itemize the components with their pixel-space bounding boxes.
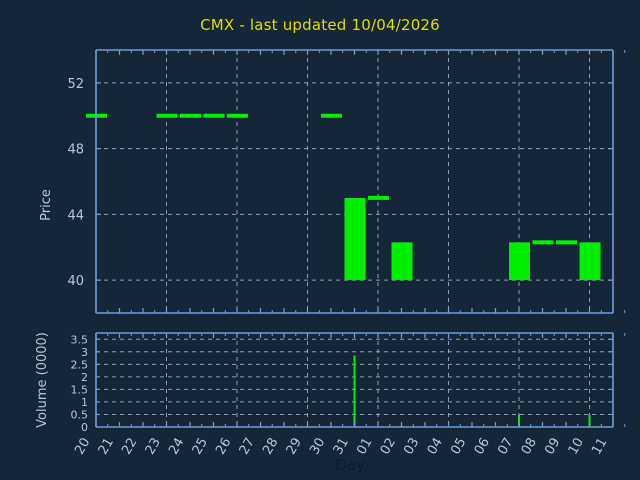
day-axis-tick: 22 — [119, 436, 140, 458]
price-bar-flat — [321, 113, 342, 118]
day-axis-tick: 01 — [354, 436, 375, 458]
day-axis-tick: 27 — [237, 436, 258, 458]
price-bar-body — [509, 242, 530, 281]
price-bars-layer — [86, 113, 601, 281]
day-axis-tick: 05 — [448, 436, 469, 458]
price-axis-tick: 44 — [67, 208, 84, 223]
day-axis-tick: 09 — [542, 436, 563, 458]
volume-axis-tick: 2 — [81, 371, 88, 384]
price-bar-flat — [180, 113, 201, 118]
price-bar-flat — [227, 113, 248, 118]
day-axis-tick: 10 — [566, 436, 587, 458]
chart-title: CMX - last updated 10/04/2026 — [200, 16, 440, 34]
volume-axis-tick: 0 — [81, 421, 88, 434]
price-bar-body — [391, 242, 413, 281]
axis-frames-layer — [95, 49, 626, 428]
price-bar-flat — [156, 113, 178, 118]
volume-axis-tick: 1 — [81, 396, 88, 409]
price-bar-flat — [368, 195, 389, 200]
price-bar-body — [344, 197, 366, 281]
day-axis-tick: 25 — [190, 436, 211, 458]
price-axis-tick: 52 — [67, 77, 84, 92]
day-axis-tick: 11 — [589, 436, 610, 458]
volume-bars-layer — [353, 355, 591, 427]
day-axis-tick: 02 — [378, 436, 399, 458]
x-axis-label: Day — [335, 456, 365, 474]
volume-bar — [518, 414, 520, 427]
price-axis-tick: 40 — [67, 274, 84, 289]
price-axis-tick: 48 — [67, 143, 84, 158]
day-axis-tick: 03 — [401, 436, 422, 458]
day-axis-tick: 28 — [260, 436, 281, 458]
day-axis-tick: 21 — [96, 436, 117, 458]
volume-axis-tick: 0.5 — [71, 408, 89, 421]
day-axis-tick: 26 — [213, 436, 234, 458]
volume-axis-tick: 1.5 — [71, 383, 89, 396]
day-axis-tick: 30 — [307, 436, 328, 458]
volume-axis-tick: 2.5 — [71, 358, 89, 371]
axis-labels-layer: 52 48 44 40 3.532.521.510.50 Price Volume (000… — [35, 77, 610, 474]
price-axis-label: Price — [39, 189, 54, 221]
day-axis-tick: 23 — [143, 436, 164, 458]
volume-bar — [588, 414, 591, 427]
day-axis-tick: 07 — [495, 436, 516, 458]
volume-axis-label: Volume (0000) — [35, 332, 50, 428]
price-bar-flat — [203, 113, 225, 118]
price-bar-flat — [532, 240, 554, 245]
day-axis-tick: 20 — [72, 436, 93, 458]
day-axis-tick: 08 — [519, 436, 540, 458]
day-axis-tick: 06 — [472, 436, 493, 458]
volume-bar — [353, 355, 356, 427]
volume-axis-tick: 3 — [81, 346, 88, 359]
day-axis-tick: 31 — [331, 436, 352, 458]
volume-axis-tick: 3.5 — [71, 333, 89, 346]
day-axis-tick: 24 — [166, 436, 187, 458]
day-axis-tick: 29 — [284, 436, 305, 458]
price-bar-body — [579, 242, 601, 281]
price-bar-flat — [556, 240, 577, 245]
day-axis-tick: 04 — [425, 436, 446, 458]
